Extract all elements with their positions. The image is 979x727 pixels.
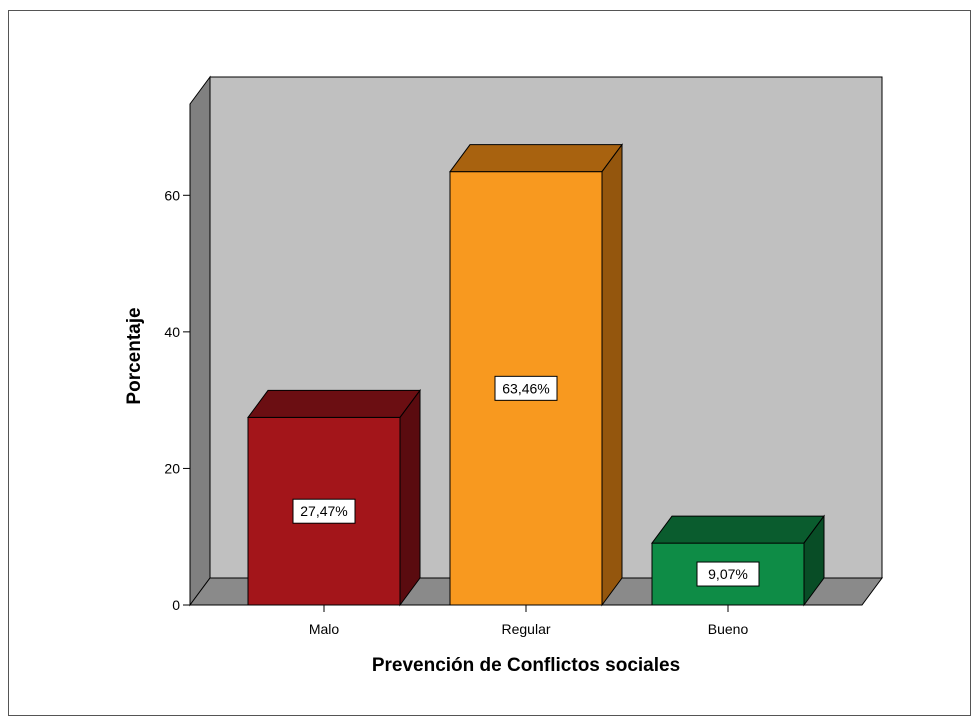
data-label: 63,46% [502,380,549,396]
bar-side [399,388,421,607]
y-tick-label: 20 [164,460,180,476]
bar-malo [247,388,421,607]
data-label-box [696,561,760,587]
y-tick-label: 40 [164,324,180,340]
bar-top [247,389,421,418]
bar-top [449,144,623,173]
y-tick-label: 0 [172,597,180,613]
x-tick-label: Malo [309,621,340,637]
y-tick-label: 60 [164,187,180,203]
data-label: 27,47% [300,503,347,519]
x-tick-label: Regular [501,621,550,637]
x-axis-title: Prevención de Conflictos sociales [372,655,680,676]
plot-side-wall [189,75,211,607]
bar-top [651,515,825,544]
bar-side [803,514,825,607]
bar-side [601,143,623,607]
y-axis-title: Porcentaje [124,307,145,404]
bar-regular [449,143,623,607]
x-tick-label: Bueno [708,621,749,637]
data-label-box [292,498,356,524]
data-label-box [494,375,558,401]
bar-bueno [651,514,825,607]
data-label: 9,07% [708,566,748,582]
